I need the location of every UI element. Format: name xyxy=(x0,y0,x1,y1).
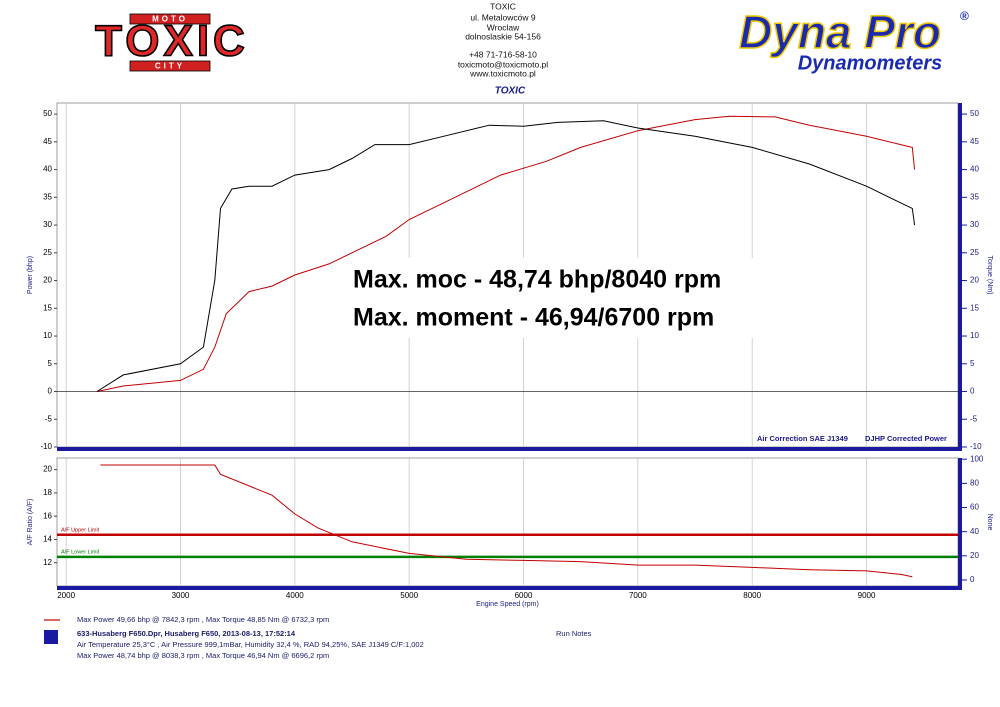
y2-tick-label: 80 xyxy=(970,478,979,487)
y-tick-label: 10 xyxy=(43,331,52,340)
x-tick-label: 2000 xyxy=(57,591,75,600)
limit-label: A/F Lower Limit xyxy=(61,549,100,555)
y-tick-label: 20 xyxy=(43,276,52,285)
series-line xyxy=(96,115,916,392)
logo-bottom: CITY xyxy=(155,62,185,71)
x-tick-label: 5000 xyxy=(400,591,418,600)
y-tick-label: 12 xyxy=(43,558,52,567)
annotation-box xyxy=(345,258,815,338)
logo-band xyxy=(129,60,211,72)
logo-top: MOTO xyxy=(152,15,188,24)
address-line: dolnoslaskie 54-156 xyxy=(465,31,541,41)
y2-tick-label: 40 xyxy=(970,165,979,174)
y-tick-label: 20 xyxy=(43,465,52,474)
y2-tick-label: -10 xyxy=(970,442,982,451)
annotation: Max. moment - 46,94/6700 rpm xyxy=(353,304,714,332)
x-axis-label: Engine Speed (rpm) xyxy=(476,601,539,608)
y2-tick-label: 100 xyxy=(970,454,984,463)
y-tick-label: 25 xyxy=(43,248,52,257)
y2-tick-label: 45 xyxy=(970,137,979,146)
y-tick-label: 35 xyxy=(43,192,52,201)
y-tick-label: 16 xyxy=(43,511,52,520)
y-tick-label: 5 xyxy=(48,359,53,368)
axis-strip xyxy=(958,103,962,447)
y-tick-label: 45 xyxy=(43,137,52,146)
y2-tick-label: -5 xyxy=(970,414,978,423)
y-tick-label: 50 xyxy=(43,109,52,118)
axis-strip xyxy=(958,458,962,586)
x-tick-label: 9000 xyxy=(858,591,876,600)
y-tick-label: -10 xyxy=(40,442,52,451)
y2-tick-label: 40 xyxy=(970,527,979,536)
y-tick-label: 0 xyxy=(48,387,53,396)
logo-main: TOXIC xyxy=(95,17,249,66)
y2-tick-label: 0 xyxy=(970,575,975,584)
brand-reg: ® xyxy=(960,9,969,23)
shop-name: TOXIC xyxy=(495,86,526,97)
y-axis-label: Power (bhp) xyxy=(27,256,34,294)
y2-tick-label: 25 xyxy=(970,248,979,257)
y-tick-label: 30 xyxy=(43,220,52,229)
y-tick-label: 14 xyxy=(43,535,52,544)
legend-text: Max Power 48,74 bhp @ 8038,3 rpm , Max T… xyxy=(77,651,329,660)
brand-name: Dyna Pro xyxy=(739,6,941,58)
series-line xyxy=(100,464,913,578)
note: DJHP Corrected Power xyxy=(865,434,947,443)
series-line xyxy=(96,120,916,392)
legend-text: Max Power 49,66 bhp @ 7842,3 rpm , Max T… xyxy=(77,615,329,624)
y2-tick-label: 35 xyxy=(970,192,979,201)
limit-label: A/F Upper Limit xyxy=(61,527,100,533)
y2-tick-label: 10 xyxy=(970,331,979,340)
note: Air Correction SAE J1349 xyxy=(757,434,848,443)
logo: MOTO CITY TOXIC xyxy=(94,13,249,72)
axis-strip xyxy=(57,447,962,451)
y-tick-label: 40 xyxy=(43,165,52,174)
address-line: www.toxicmoto.pl xyxy=(469,68,536,78)
legend-text: 633-Husaberg F650.Dpr, Husaberg F650, 20… xyxy=(77,629,296,638)
x-tick-label: 4000 xyxy=(286,591,304,600)
x-tick-label: 3000 xyxy=(172,591,190,600)
address-line: ul. Metalowców 9 xyxy=(470,12,535,22)
address-line: Wroclaw xyxy=(487,22,520,32)
y2-tick-label: 30 xyxy=(970,220,979,229)
axis-strip xyxy=(57,586,962,590)
y-axis-label: A/F Ratio (A/F) xyxy=(27,499,34,546)
y2-tick-label: 0 xyxy=(970,387,975,396)
y2-axis-label: None xyxy=(986,514,993,531)
y2-axis-label: Torque (Nm) xyxy=(986,256,993,295)
logo-band xyxy=(129,13,211,25)
x-tick-label: 8000 xyxy=(743,591,761,600)
y2-tick-label: 50 xyxy=(970,109,979,118)
address-line: +48 71-716-58-10 xyxy=(469,49,537,59)
y2-tick-label: 20 xyxy=(970,276,979,285)
y2-tick-label: 5 xyxy=(970,359,975,368)
annotation: Max. moc - 48,74 bhp/8040 rpm xyxy=(353,266,721,294)
y2-tick-label: 20 xyxy=(970,551,979,560)
address-line: TOXIC xyxy=(490,1,516,11)
y-tick-label: -5 xyxy=(45,414,53,423)
brand-sub: Dynamometers xyxy=(798,52,943,74)
address-line: toxicmoto@toxicmoto.pl xyxy=(458,59,548,69)
x-tick-label: 7000 xyxy=(629,591,647,600)
legend-swatch xyxy=(44,630,58,644)
y-tick-label: 18 xyxy=(43,488,52,497)
y2-tick-label: 15 xyxy=(970,303,979,312)
plot-area xyxy=(56,457,959,587)
x-tick-label: 6000 xyxy=(515,591,533,600)
y-tick-label: 15 xyxy=(43,303,52,312)
y2-tick-label: 60 xyxy=(970,503,979,512)
legend-text: Air Temperature 25,3°C , Air Pressure 99… xyxy=(77,640,424,649)
run-notes: Run Notes xyxy=(556,629,592,638)
